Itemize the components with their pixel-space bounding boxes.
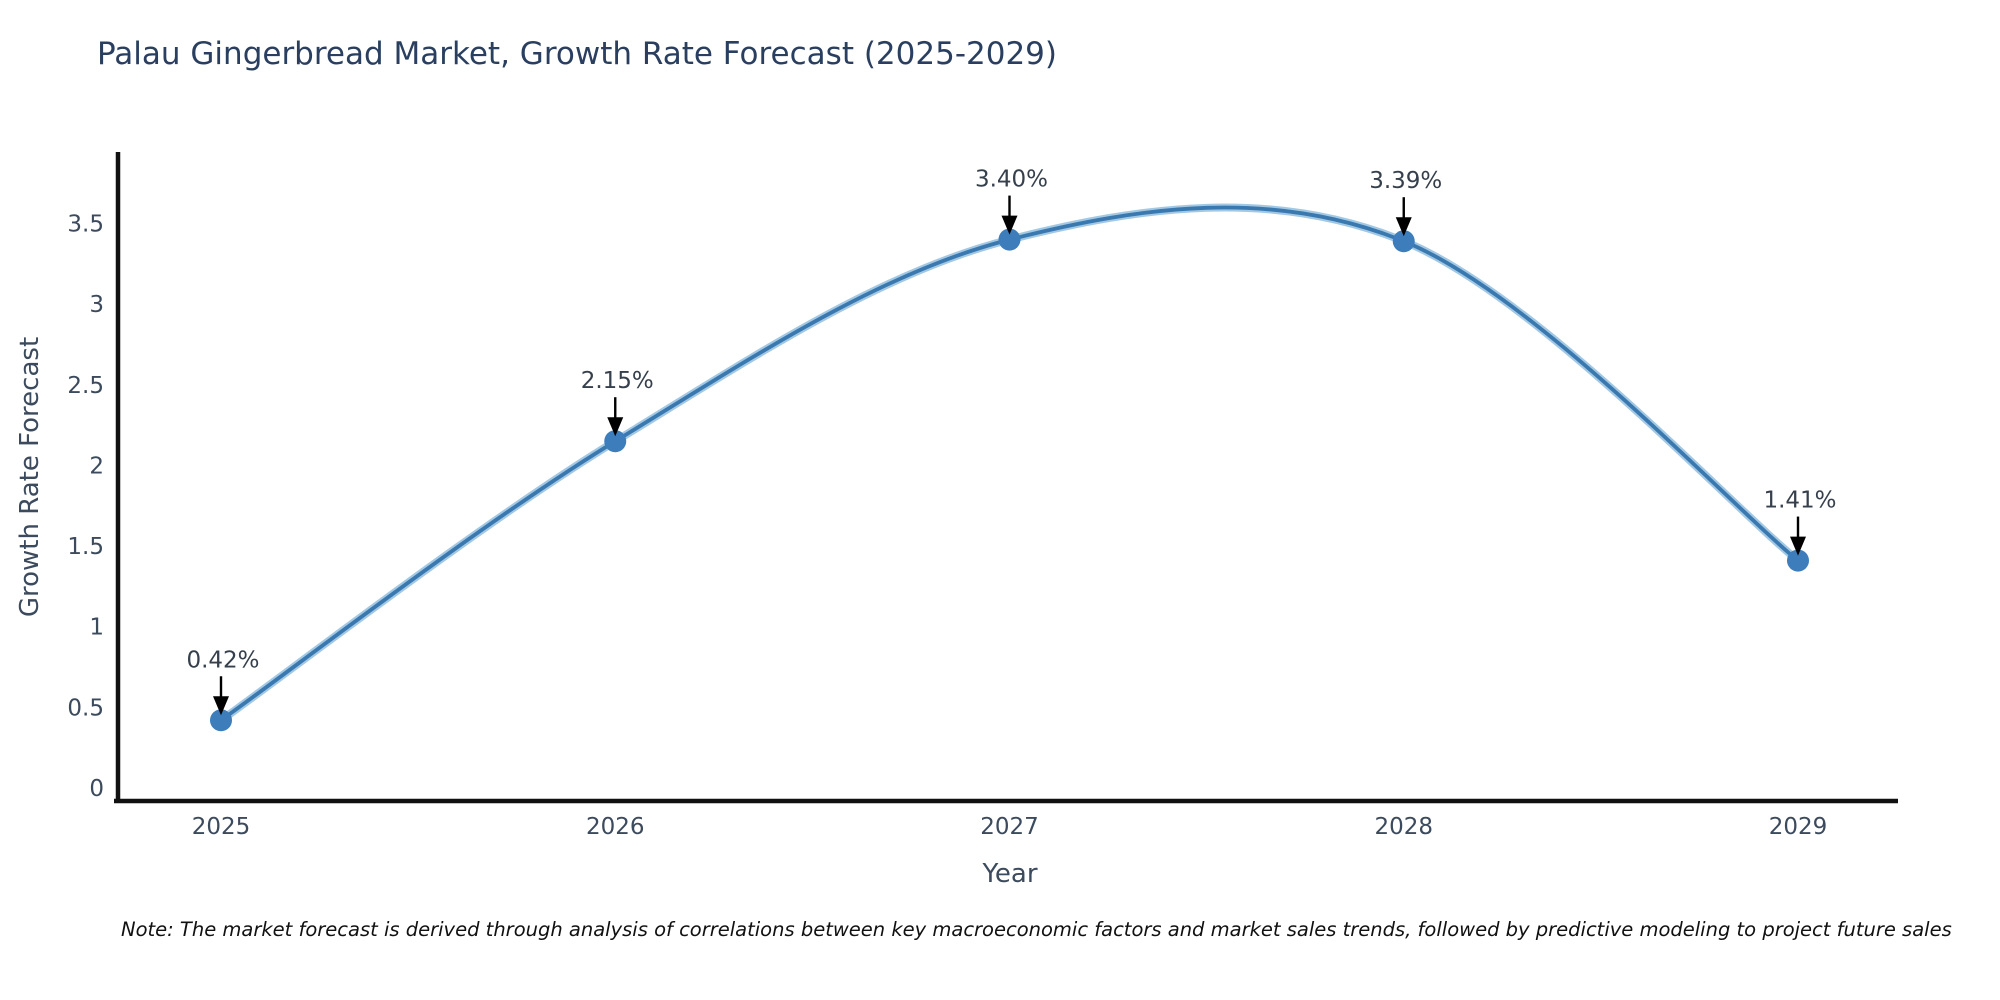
y-tick-label: 2 (89, 453, 104, 479)
x-tick-label: 2029 (1769, 814, 1828, 840)
series-line (217, 203, 1802, 725)
y-tick-label: 3 (89, 292, 104, 318)
y-tick-label: 0 (89, 776, 104, 802)
x-tick-label: 2027 (980, 814, 1039, 840)
point-value-label: 1.41% (1763, 488, 1836, 514)
annotation-arrowhead-icon (213, 696, 229, 716)
point-annotations: 0.42% 2.15% 3.40% 3.39% 1.41% (186, 167, 1837, 716)
annotation-arrowhead-icon (1001, 215, 1018, 235)
y-tick-labels: 0 0.5 1 1.5 2 2.5 3 3.5 (67, 211, 104, 802)
x-tick-label: 2025 (192, 814, 251, 840)
series-line-halo (217, 203, 1802, 725)
x-axis-title: Year (982, 859, 1038, 889)
data-point-marker[interactable] (604, 430, 627, 453)
point-value-label: 3.40% (975, 167, 1048, 193)
point-value-label: 0.42% (186, 647, 259, 673)
y-tick-label: 2.5 (67, 373, 104, 399)
annotation-arrowhead-icon (1790, 536, 1806, 556)
point-value-label: 2.15% (581, 368, 654, 394)
y-tick-label: 1 (89, 615, 104, 641)
axes (114, 152, 1898, 804)
data-point-marker[interactable] (998, 228, 1021, 251)
y-tick-label: 1.5 (67, 534, 104, 560)
x-tick-label: 2028 (1374, 814, 1433, 840)
annotation-arrowhead-icon (607, 417, 624, 437)
data-points (210, 228, 1809, 732)
footnote: Note: The market forecast is derived thr… (121, 918, 1952, 941)
y-tick-label: 3.5 (67, 211, 104, 237)
point-value-label: 3.39% (1369, 168, 1442, 194)
data-point-marker[interactable] (210, 709, 232, 732)
y-tick-label: 0.5 (67, 695, 104, 721)
data-point-marker[interactable] (1392, 230, 1415, 253)
data-point-marker[interactable] (1787, 549, 1809, 572)
annotation-arrowhead-icon (1395, 217, 1412, 237)
series-line-core (219, 205, 1800, 723)
chart-title: Palau Gingerbread Market, Growth Rate Fo… (97, 36, 1057, 72)
x-tick-labels: 2025 2026 2027 2028 2029 (192, 814, 1828, 840)
x-tick-label: 2026 (586, 814, 645, 840)
